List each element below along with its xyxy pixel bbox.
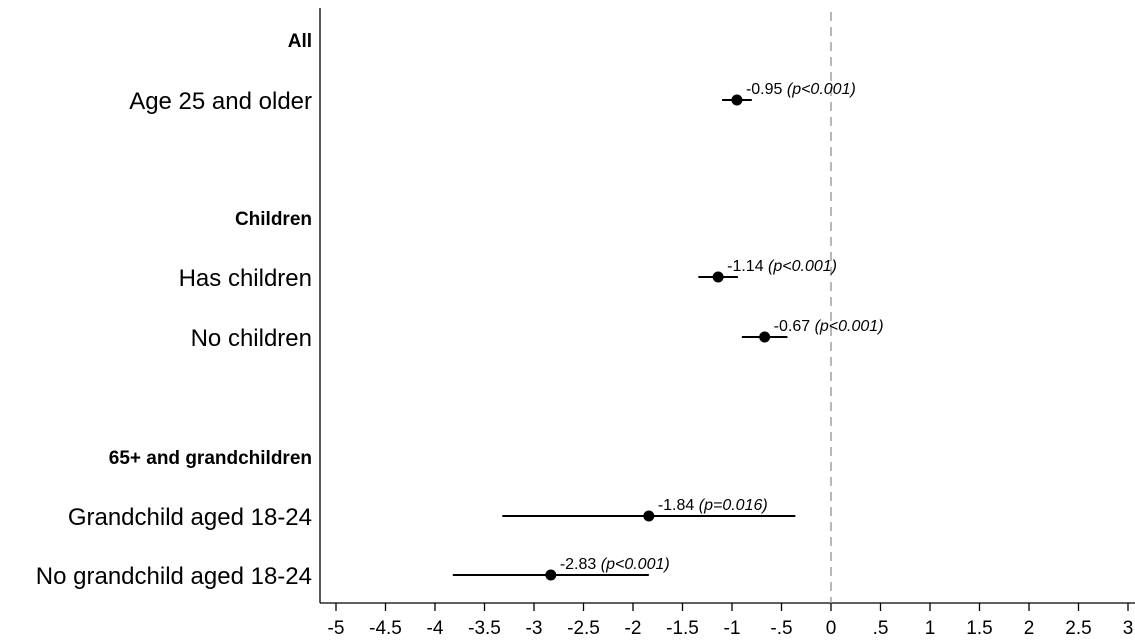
group-label: All <box>288 31 312 52</box>
x-tick-label: -1 <box>724 618 741 639</box>
x-tick-label: -5 <box>328 618 345 639</box>
x-tick-label: -4.5 <box>369 618 402 639</box>
x-tick-label: .5 <box>873 618 889 639</box>
x-tick-label: 1.5 <box>966 618 992 639</box>
data-label: -2.83 (p<0.001) <box>560 556 670 573</box>
x-tick-label: -1.5 <box>666 618 699 639</box>
point-estimate <box>545 569 557 581</box>
group-label: 65+ and grandchildren <box>109 448 312 469</box>
row-label: Age 25 and older <box>129 88 312 115</box>
x-tick-label: -2.5 <box>567 618 600 639</box>
x-tick-label: 3 <box>1123 618 1134 639</box>
x-tick-label: -.5 <box>770 618 792 639</box>
x-tick-label: 2 <box>1024 618 1035 639</box>
x-tick-label: 2.5 <box>1065 618 1091 639</box>
data-label: -0.95 (p<0.001) <box>746 81 856 98</box>
row-label: Has children <box>179 265 312 292</box>
data-label: -0.67 (p<0.001) <box>774 318 884 335</box>
point-estimate <box>759 331 771 343</box>
x-tick-label: -3 <box>526 618 543 639</box>
row-label: Grandchild aged 18-24 <box>68 504 312 531</box>
row-label: No grandchild aged 18-24 <box>36 563 312 590</box>
x-tick-label: -3.5 <box>468 618 501 639</box>
data-label: -1.14 (p<0.001) <box>727 258 837 275</box>
x-tick-label: 0 <box>826 618 837 639</box>
data-label: -1.84 (p=0.016) <box>658 497 768 514</box>
x-tick-label: -4 <box>427 618 444 639</box>
group-label: Children <box>235 209 312 230</box>
point-estimate <box>643 510 655 522</box>
x-tick-label: -2 <box>625 618 642 639</box>
row-label: No children <box>191 325 312 352</box>
x-tick-label: 1 <box>925 618 936 639</box>
point-estimate <box>731 94 743 106</box>
point-estimate <box>712 271 724 283</box>
